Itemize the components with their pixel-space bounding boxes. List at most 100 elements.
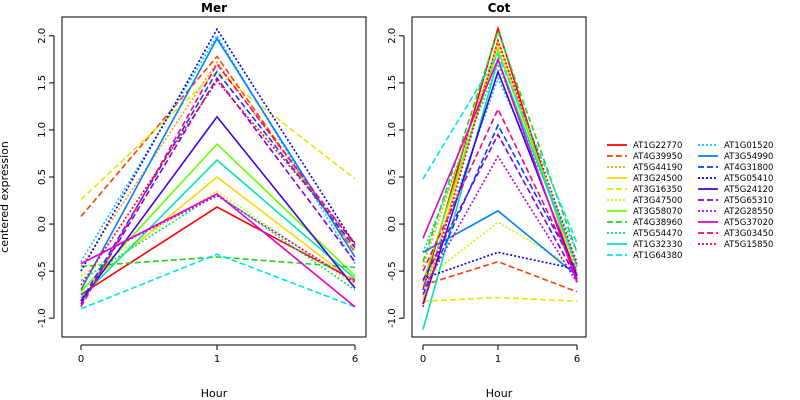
x-tick-label: 1 <box>495 354 501 365</box>
series-line-AT3G16350 <box>422 296 578 302</box>
legend-label: AT5G44190 <box>633 163 682 173</box>
x-tick-label: 0 <box>420 354 426 365</box>
legend-item: AT1G22770 <box>607 141 682 151</box>
series-line-AT1G01520 <box>80 34 356 265</box>
legend-label: AT3G24500 <box>633 174 682 184</box>
legend-item: AT3G03450 <box>698 229 773 239</box>
y-tick-label: 1.5 <box>387 75 398 91</box>
panel-title: Cot <box>488 1 511 15</box>
series-line-AT2G28550 <box>422 154 578 291</box>
panel-0: Mer -1.0 -0.5 0.0 0.5 1.0 1.5 2.0 0 1 6 Hour <box>37 1 367 400</box>
series-line-AT5G05410 <box>80 27 356 272</box>
legend-label: AT3G16350 <box>633 185 682 195</box>
legend-item: AT5G65310 <box>698 196 773 206</box>
legend-label: AT5G05410 <box>724 174 773 184</box>
legend-item: AT1G32330 <box>607 240 682 250</box>
legend-item: AT3G47500 <box>607 196 682 206</box>
legend-item: AT5G37020 <box>698 218 773 228</box>
legend-item: AT4G31800 <box>698 163 773 173</box>
series-line-AT1G64380 <box>422 52 578 244</box>
legend-item: AT3G24500 <box>607 174 682 184</box>
legend-item: AT3G54990 <box>698 152 773 162</box>
series-line-AT4G39950 <box>80 55 356 253</box>
series-line-AT5G05410 <box>422 251 578 280</box>
series-line-AT2G28550 <box>80 194 356 284</box>
series-line-AT5G15850 <box>422 37 578 308</box>
x-axis-label: Hour <box>201 387 228 400</box>
legend-label: AT3G58070 <box>633 207 682 217</box>
legend-label: AT5G24120 <box>724 185 773 195</box>
series-line-AT3G54990 <box>80 37 356 291</box>
series-line-AT5G15850 <box>80 79 356 286</box>
y-tick-label: -1.0 <box>387 308 398 328</box>
y-axis-label: centered expression <box>0 141 11 253</box>
legend-item: AT4G39950 <box>607 152 682 162</box>
legend-label: AT3G47500 <box>633 196 682 206</box>
legend-item: AT4G38960 <box>607 218 682 228</box>
series-line-AT1G32330 <box>422 56 578 330</box>
y-tick-label: 1.0 <box>37 122 48 138</box>
x-tick-label: 6 <box>574 354 580 365</box>
legend-item: AT1G01520 <box>698 141 773 151</box>
y-tick-label: 0.5 <box>37 169 48 185</box>
series-line-AT4G39950 <box>422 260 578 293</box>
legend-item: AT3G58070 <box>607 207 682 217</box>
legend-item: AT1G64380 <box>607 251 682 261</box>
series-line-AT3G47500 <box>80 190 356 286</box>
legend-item: AT3G16350 <box>607 185 682 195</box>
y-tick-label: 0.5 <box>387 169 398 185</box>
chart-legend: AT1G22770AT4G39950AT5G44190AT3G24500AT3G… <box>607 141 773 261</box>
x-tick-label: 6 <box>352 354 358 365</box>
legend-item: AT5G05410 <box>698 174 773 184</box>
series-line-AT4G38960 <box>80 256 356 269</box>
legend-label: AT5G54470 <box>633 229 682 239</box>
chart-panels: Mer -1.0 -0.5 0.0 0.5 1.0 1.5 2.0 0 1 6 Hour Cot -1.0… <box>37 1 587 400</box>
y-tick-label: 1.5 <box>37 75 48 91</box>
series-line-AT3G24500 <box>422 37 578 300</box>
legend-item: AT5G24120 <box>698 185 773 195</box>
legend-label: AT4G39950 <box>633 152 682 162</box>
x-tick-label: 1 <box>214 354 220 365</box>
legend-label: AT3G03450 <box>724 229 773 239</box>
legend-label: AT1G32330 <box>633 240 682 250</box>
legend-item: AT5G15850 <box>698 240 773 250</box>
series-line-AT1G01520 <box>422 76 578 291</box>
y-tick-label: 1.0 <box>387 122 398 138</box>
legend-item: AT5G54470 <box>607 229 682 239</box>
plot-frame <box>61 16 367 338</box>
series-line-AT5G65310 <box>422 132 578 281</box>
y-tick-label: -1.0 <box>37 308 48 328</box>
x-axis-label: Hour <box>486 387 513 400</box>
y-tick-label: -0.5 <box>387 261 398 281</box>
series-line-AT3G58070 <box>80 142 356 293</box>
legend-label: AT1G64380 <box>633 251 682 261</box>
series-line-AT1G32330 <box>80 159 356 299</box>
series-line-AT4G31800 <box>80 70 356 302</box>
legend-label: AT4G38960 <box>633 218 682 228</box>
series-line-AT4G31800 <box>422 123 578 295</box>
y-tick-label: 2.0 <box>37 28 48 44</box>
legend-label: AT1G22770 <box>633 141 682 151</box>
legend-label: AT4G31800 <box>724 163 773 173</box>
legend-label: AT5G65310 <box>724 196 773 206</box>
legend-item: AT5G44190 <box>607 163 682 173</box>
y-tick-label: 0.0 <box>387 216 398 232</box>
legend-label: AT5G15850 <box>724 240 773 250</box>
series-line-AT5G37020 <box>80 192 356 308</box>
legend-label: AT5G37020 <box>724 218 773 228</box>
legend-item: AT2G28550 <box>698 207 773 217</box>
series-line-AT5G65310 <box>80 76 356 305</box>
plot-frame <box>411 16 587 338</box>
legend-label: AT3G54990 <box>724 152 773 162</box>
y-tick-label: -0.5 <box>37 261 48 281</box>
legend-label: AT1G01520 <box>724 141 773 151</box>
series-line-AT3G54990 <box>422 209 578 277</box>
series-line-AT3G03450 <box>80 62 356 308</box>
series-line-AT1G22770 <box>80 206 356 296</box>
y-tick-label: 2.0 <box>387 28 398 44</box>
legend-label: AT2G28550 <box>724 207 773 217</box>
series-line-AT5G37020 <box>422 57 578 283</box>
series-line-AT1G64380 <box>80 253 356 310</box>
panel-title: Mer <box>201 1 227 15</box>
